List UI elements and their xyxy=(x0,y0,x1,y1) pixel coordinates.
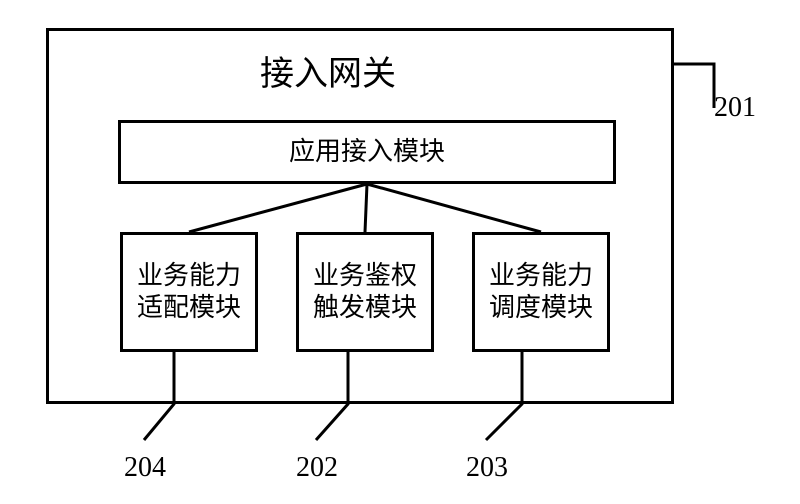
callout-label-201: 201 xyxy=(714,92,756,124)
callout-label-202: 202 xyxy=(296,452,338,484)
module-capability-adapt-label: 业务能力适配模块 xyxy=(137,260,241,325)
diagram-canvas: 接入网关 应用接入模块 业务能力适配模块 业务鉴权触发模块 业务能力调度模块 2… xyxy=(0,0,800,504)
module-app-access-label: 应用接入模块 xyxy=(289,136,445,169)
module-auth-trigger: 业务鉴权触发模块 xyxy=(296,232,434,352)
callout-label-204: 204 xyxy=(124,452,166,484)
module-capability-schedule: 业务能力调度模块 xyxy=(472,232,610,352)
diagram-title: 接入网关 xyxy=(260,46,396,95)
module-app-access: 应用接入模块 xyxy=(118,120,616,184)
module-capability-adapt: 业务能力适配模块 xyxy=(120,232,258,352)
module-capability-schedule-label: 业务能力调度模块 xyxy=(489,260,593,325)
callout-label-203: 203 xyxy=(466,452,508,484)
module-auth-trigger-label: 业务鉴权触发模块 xyxy=(313,260,417,325)
